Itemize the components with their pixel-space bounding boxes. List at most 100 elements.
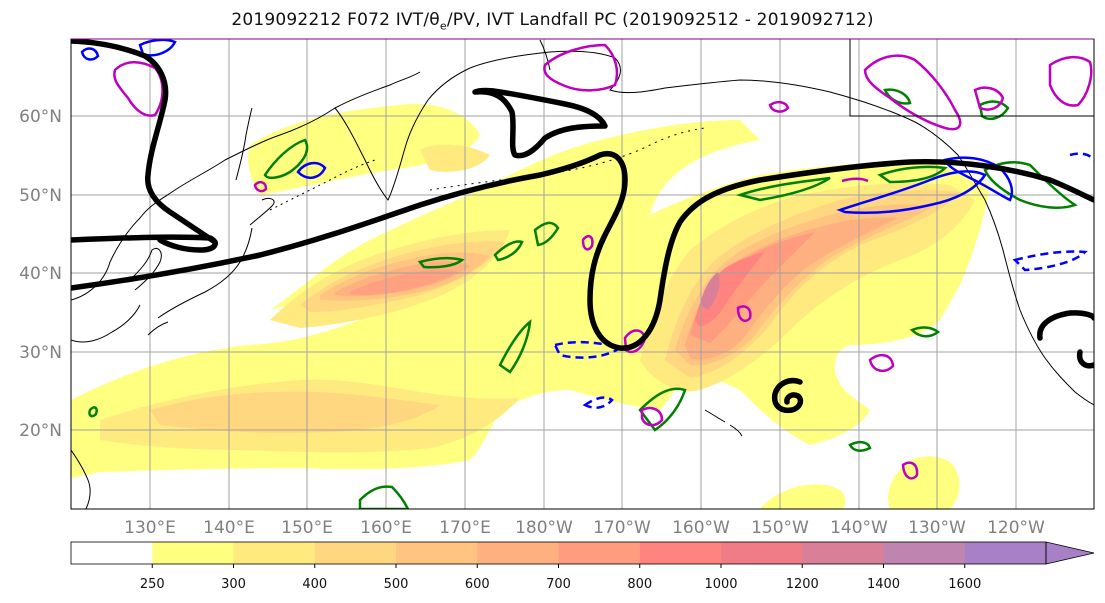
ivt-contour-400 xyxy=(150,391,440,433)
blue-contour xyxy=(836,170,987,214)
gridlines xyxy=(71,39,1094,509)
latitude-labels: 20°N 30°N 40°N 50°N 60°N xyxy=(19,107,62,441)
magenta-contour xyxy=(1048,55,1093,107)
colorbar-tick-label: 500 xyxy=(384,577,409,592)
green-contour xyxy=(358,485,410,509)
hawaii xyxy=(704,409,743,437)
lat-label-60: 60°N xyxy=(19,107,62,127)
ivt-contour-250-s xyxy=(888,456,960,509)
magenta-contour xyxy=(581,234,594,251)
ivt-field xyxy=(71,104,990,509)
lon-label-160W: 160°W xyxy=(672,518,730,538)
green-contour xyxy=(877,165,948,184)
black-contour xyxy=(71,151,1094,351)
green-contour xyxy=(88,406,98,418)
colorbar-tick-label: 800 xyxy=(627,577,652,592)
colorbar-tick-label: 600 xyxy=(465,577,490,592)
lat-label-40: 40°N xyxy=(19,264,62,284)
colorbar-cell xyxy=(802,542,884,564)
aleutian-chain xyxy=(429,127,706,191)
colorbar-tick-label: 1400 xyxy=(867,577,900,592)
lon-label-140E: 140°E xyxy=(203,518,255,538)
colorbar-cell xyxy=(639,542,722,564)
ivt-contour-250-nw xyxy=(248,104,480,195)
blue-contour-negative xyxy=(1069,152,1094,161)
magenta-contour xyxy=(768,100,790,113)
lon-label-180W: 180°W xyxy=(515,518,573,538)
title-subscript: e xyxy=(439,19,447,33)
black-contour xyxy=(771,377,804,414)
colorbar-cell xyxy=(721,542,803,564)
bering-strait xyxy=(539,39,551,71)
chart-title: 2019092212 F072 IVT/θe/PV, IVT Landfall … xyxy=(0,10,1105,32)
lat-label-50: 50°N xyxy=(19,186,62,206)
blue-contour xyxy=(138,39,177,57)
ivt-contour-1000-b xyxy=(700,272,720,310)
green-contour xyxy=(493,240,524,262)
lon-label-160E: 160°E xyxy=(360,518,412,538)
longitude-labels: 130°E 140°E 150°E 160°E 170°E 180°W 170°… xyxy=(124,518,1045,538)
lon-label-150W: 150°W xyxy=(751,518,809,538)
green-contour xyxy=(638,387,687,432)
black-contour xyxy=(71,39,218,245)
magenta-contour xyxy=(863,54,962,131)
magenta-contour xyxy=(973,86,1005,111)
colorbar-cell xyxy=(71,542,153,564)
magenta-contour xyxy=(113,61,164,117)
green-contour xyxy=(263,138,309,180)
green-contour xyxy=(909,326,941,338)
colorbar-cell xyxy=(233,542,316,564)
na-west-coast xyxy=(957,154,1094,406)
blue-contour xyxy=(296,161,327,180)
colorbar-cell xyxy=(396,542,478,564)
lon-label-150E: 150°E xyxy=(281,518,333,538)
magenta-contour xyxy=(736,305,752,322)
kuril-chain xyxy=(269,159,376,211)
colorbar-tick-label: 300 xyxy=(221,577,246,592)
magenta-contour xyxy=(543,43,619,92)
colorbar-cell xyxy=(883,542,966,564)
blue-contour-negative xyxy=(582,396,614,409)
lat-label-30: 30°N xyxy=(19,343,62,363)
lon-label-120W: 120°W xyxy=(987,518,1045,538)
magenta-contour xyxy=(868,353,895,373)
ivt-contour-300-d xyxy=(420,144,490,172)
alaska-coast xyxy=(469,50,959,156)
asia-coast-2 xyxy=(71,304,141,343)
green-contours xyxy=(88,88,1078,509)
green-contour xyxy=(978,100,1010,120)
japan-kyushu xyxy=(147,321,169,336)
green-contour xyxy=(983,161,1078,209)
magenta-contours xyxy=(113,43,1093,480)
black-contours xyxy=(71,39,1094,414)
lon-label-170W: 170°W xyxy=(593,518,651,538)
colorbar-tick-label: 700 xyxy=(546,577,571,592)
kamchatka xyxy=(334,67,471,201)
colorbar-cell xyxy=(964,542,1047,564)
coastlines xyxy=(71,39,1094,509)
lon-label-170E: 170°E xyxy=(439,518,491,538)
colorbar-cell xyxy=(477,542,559,564)
colorbar-tick-label: 1000 xyxy=(704,577,737,592)
colorbar-tick-label: 1200 xyxy=(786,577,819,592)
ivt-contour-250-s2 xyxy=(760,484,846,509)
lon-label-130E: 130°E xyxy=(124,518,176,538)
colorbar-tick-label: 1600 xyxy=(948,577,981,592)
green-contour xyxy=(417,257,465,269)
ivt-colorbar: 250 300 400 500 600 700 800 1000 1200 1400 1600 xyxy=(70,541,1095,592)
ivt-contour-800-b xyxy=(695,252,765,327)
black-contour xyxy=(472,87,608,159)
colorbar-cell xyxy=(314,542,397,564)
green-contour xyxy=(533,221,560,247)
black-contour xyxy=(1037,310,1094,341)
blue-contour xyxy=(80,47,100,61)
colorbar-cell xyxy=(558,542,641,564)
magenta-contour xyxy=(253,180,268,193)
magenta-contour xyxy=(640,406,664,427)
colorbar-tick-label: 250 xyxy=(140,577,165,592)
ivt-contour-700-b xyxy=(690,232,815,343)
green-contour xyxy=(735,176,831,202)
colorbar-tick-label: 400 xyxy=(302,577,327,592)
title-prefix: 2019092212 F072 IVT/θ xyxy=(231,10,440,30)
